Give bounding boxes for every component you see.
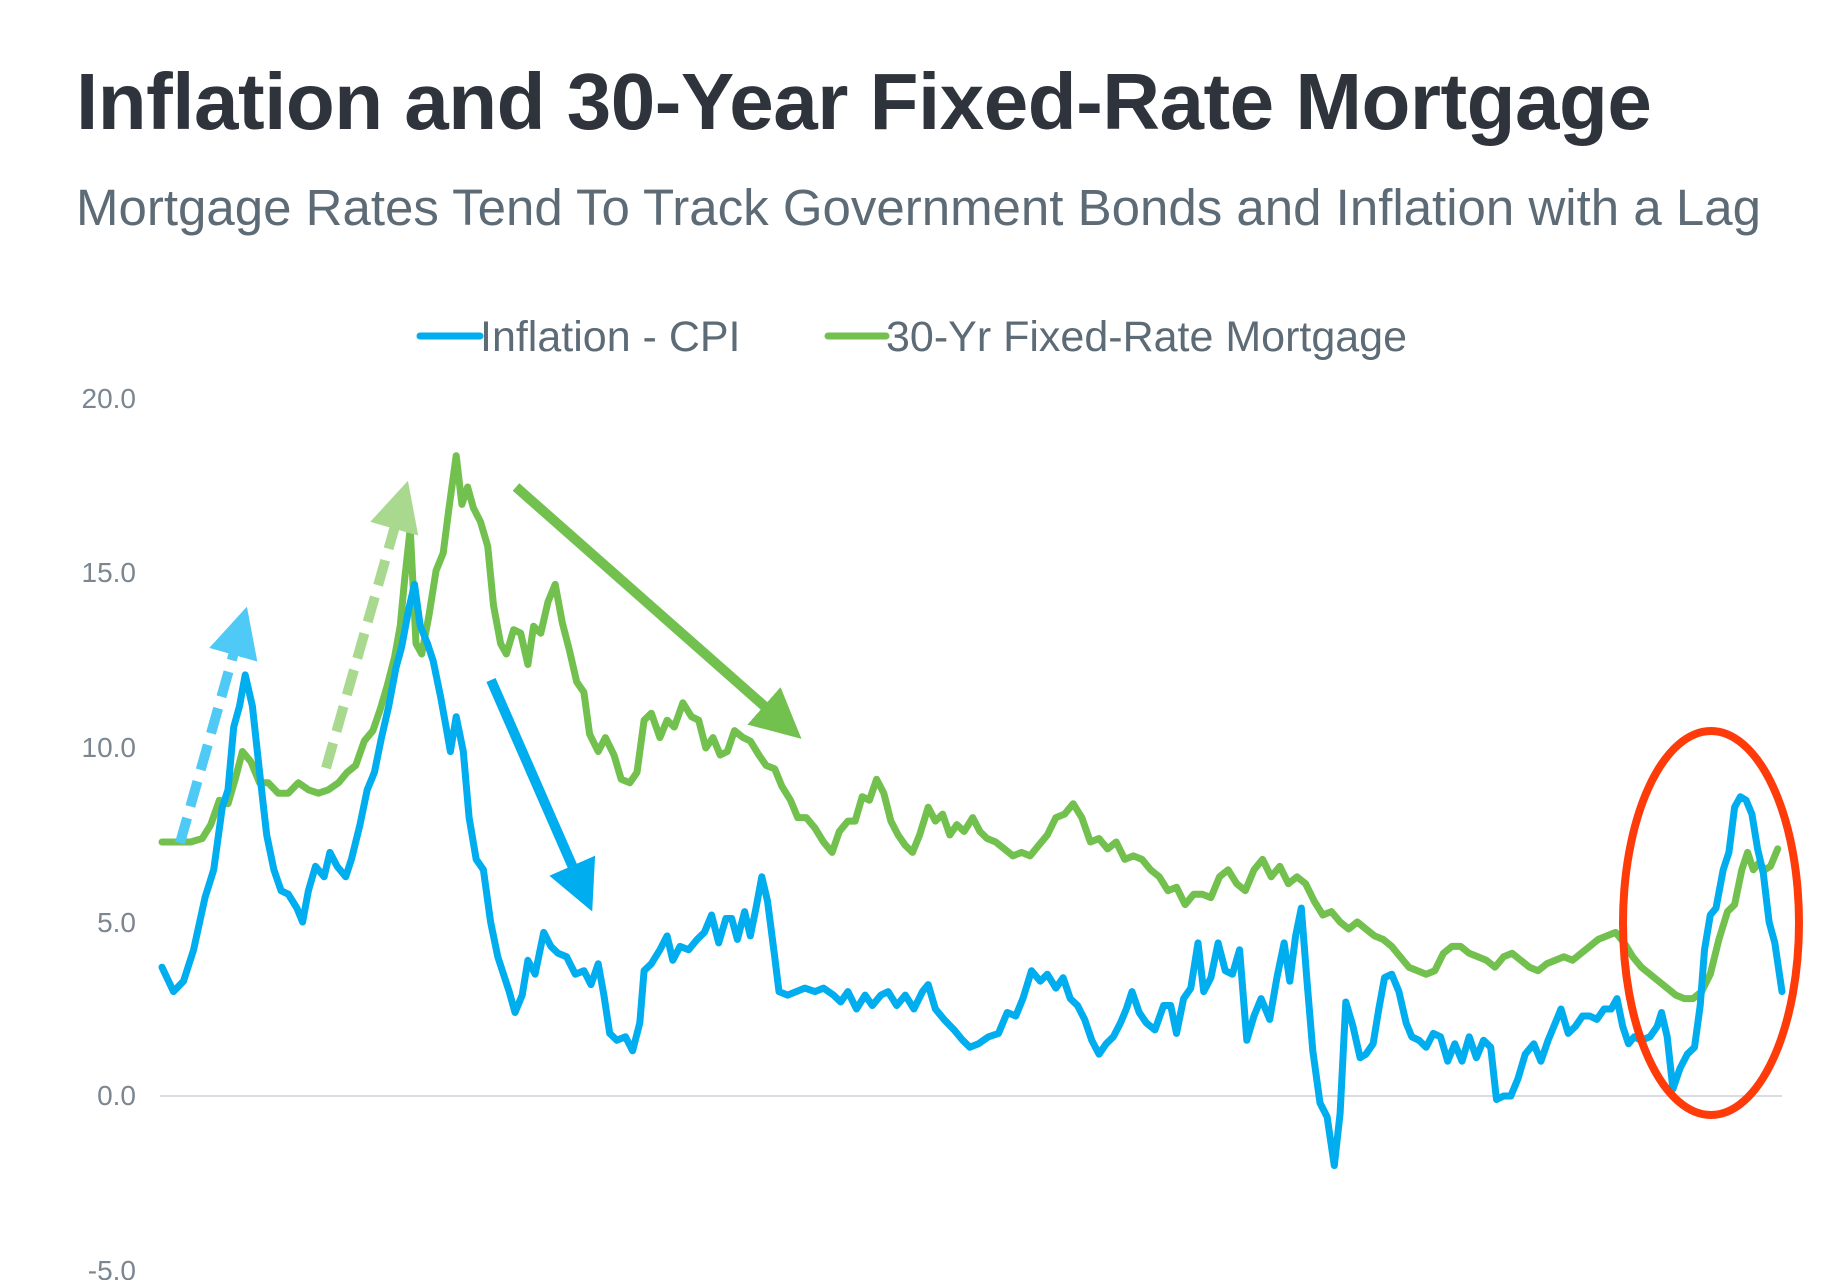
annotation-arrow-mortgage-decline — [512, 483, 802, 739]
chart-title: Inflation and 30-Year Fixed-Rate Mortgag… — [76, 57, 1652, 146]
series-line-cpi — [158, 580, 1786, 1170]
y-tick-label: 0.0 — [97, 1080, 136, 1111]
chart-subtitle: Mortgage Rates Tend To Track Government … — [76, 179, 1761, 236]
y-tick-label: -5.0 — [88, 1255, 136, 1280]
chart-legend: Inflation - CPI 30-Yr Fixed-Rate Mortgag… — [416, 313, 1407, 361]
legend-label-cpi: Inflation - CPI — [480, 313, 741, 361]
y-tick-label: 5.0 — [97, 907, 136, 938]
highlight-ellipse-recent — [1619, 727, 1803, 1119]
annotation-arrow-cpi-decline — [486, 677, 596, 912]
y-tick-label: 15.0 — [82, 557, 137, 588]
y-tick-label: 10.0 — [82, 732, 137, 763]
y-tick-label: 20.0 — [82, 383, 137, 414]
legend-label-mortgage: 30-Yr Fixed-Rate Mortgage — [886, 313, 1407, 361]
y-axis: 20.0 15.0 10.0 5.0 0.0 -5.0 — [82, 383, 137, 1280]
series-line-mortgage — [158, 452, 1782, 1003]
annotation-arrow-mortgage-rise — [321, 480, 419, 770]
